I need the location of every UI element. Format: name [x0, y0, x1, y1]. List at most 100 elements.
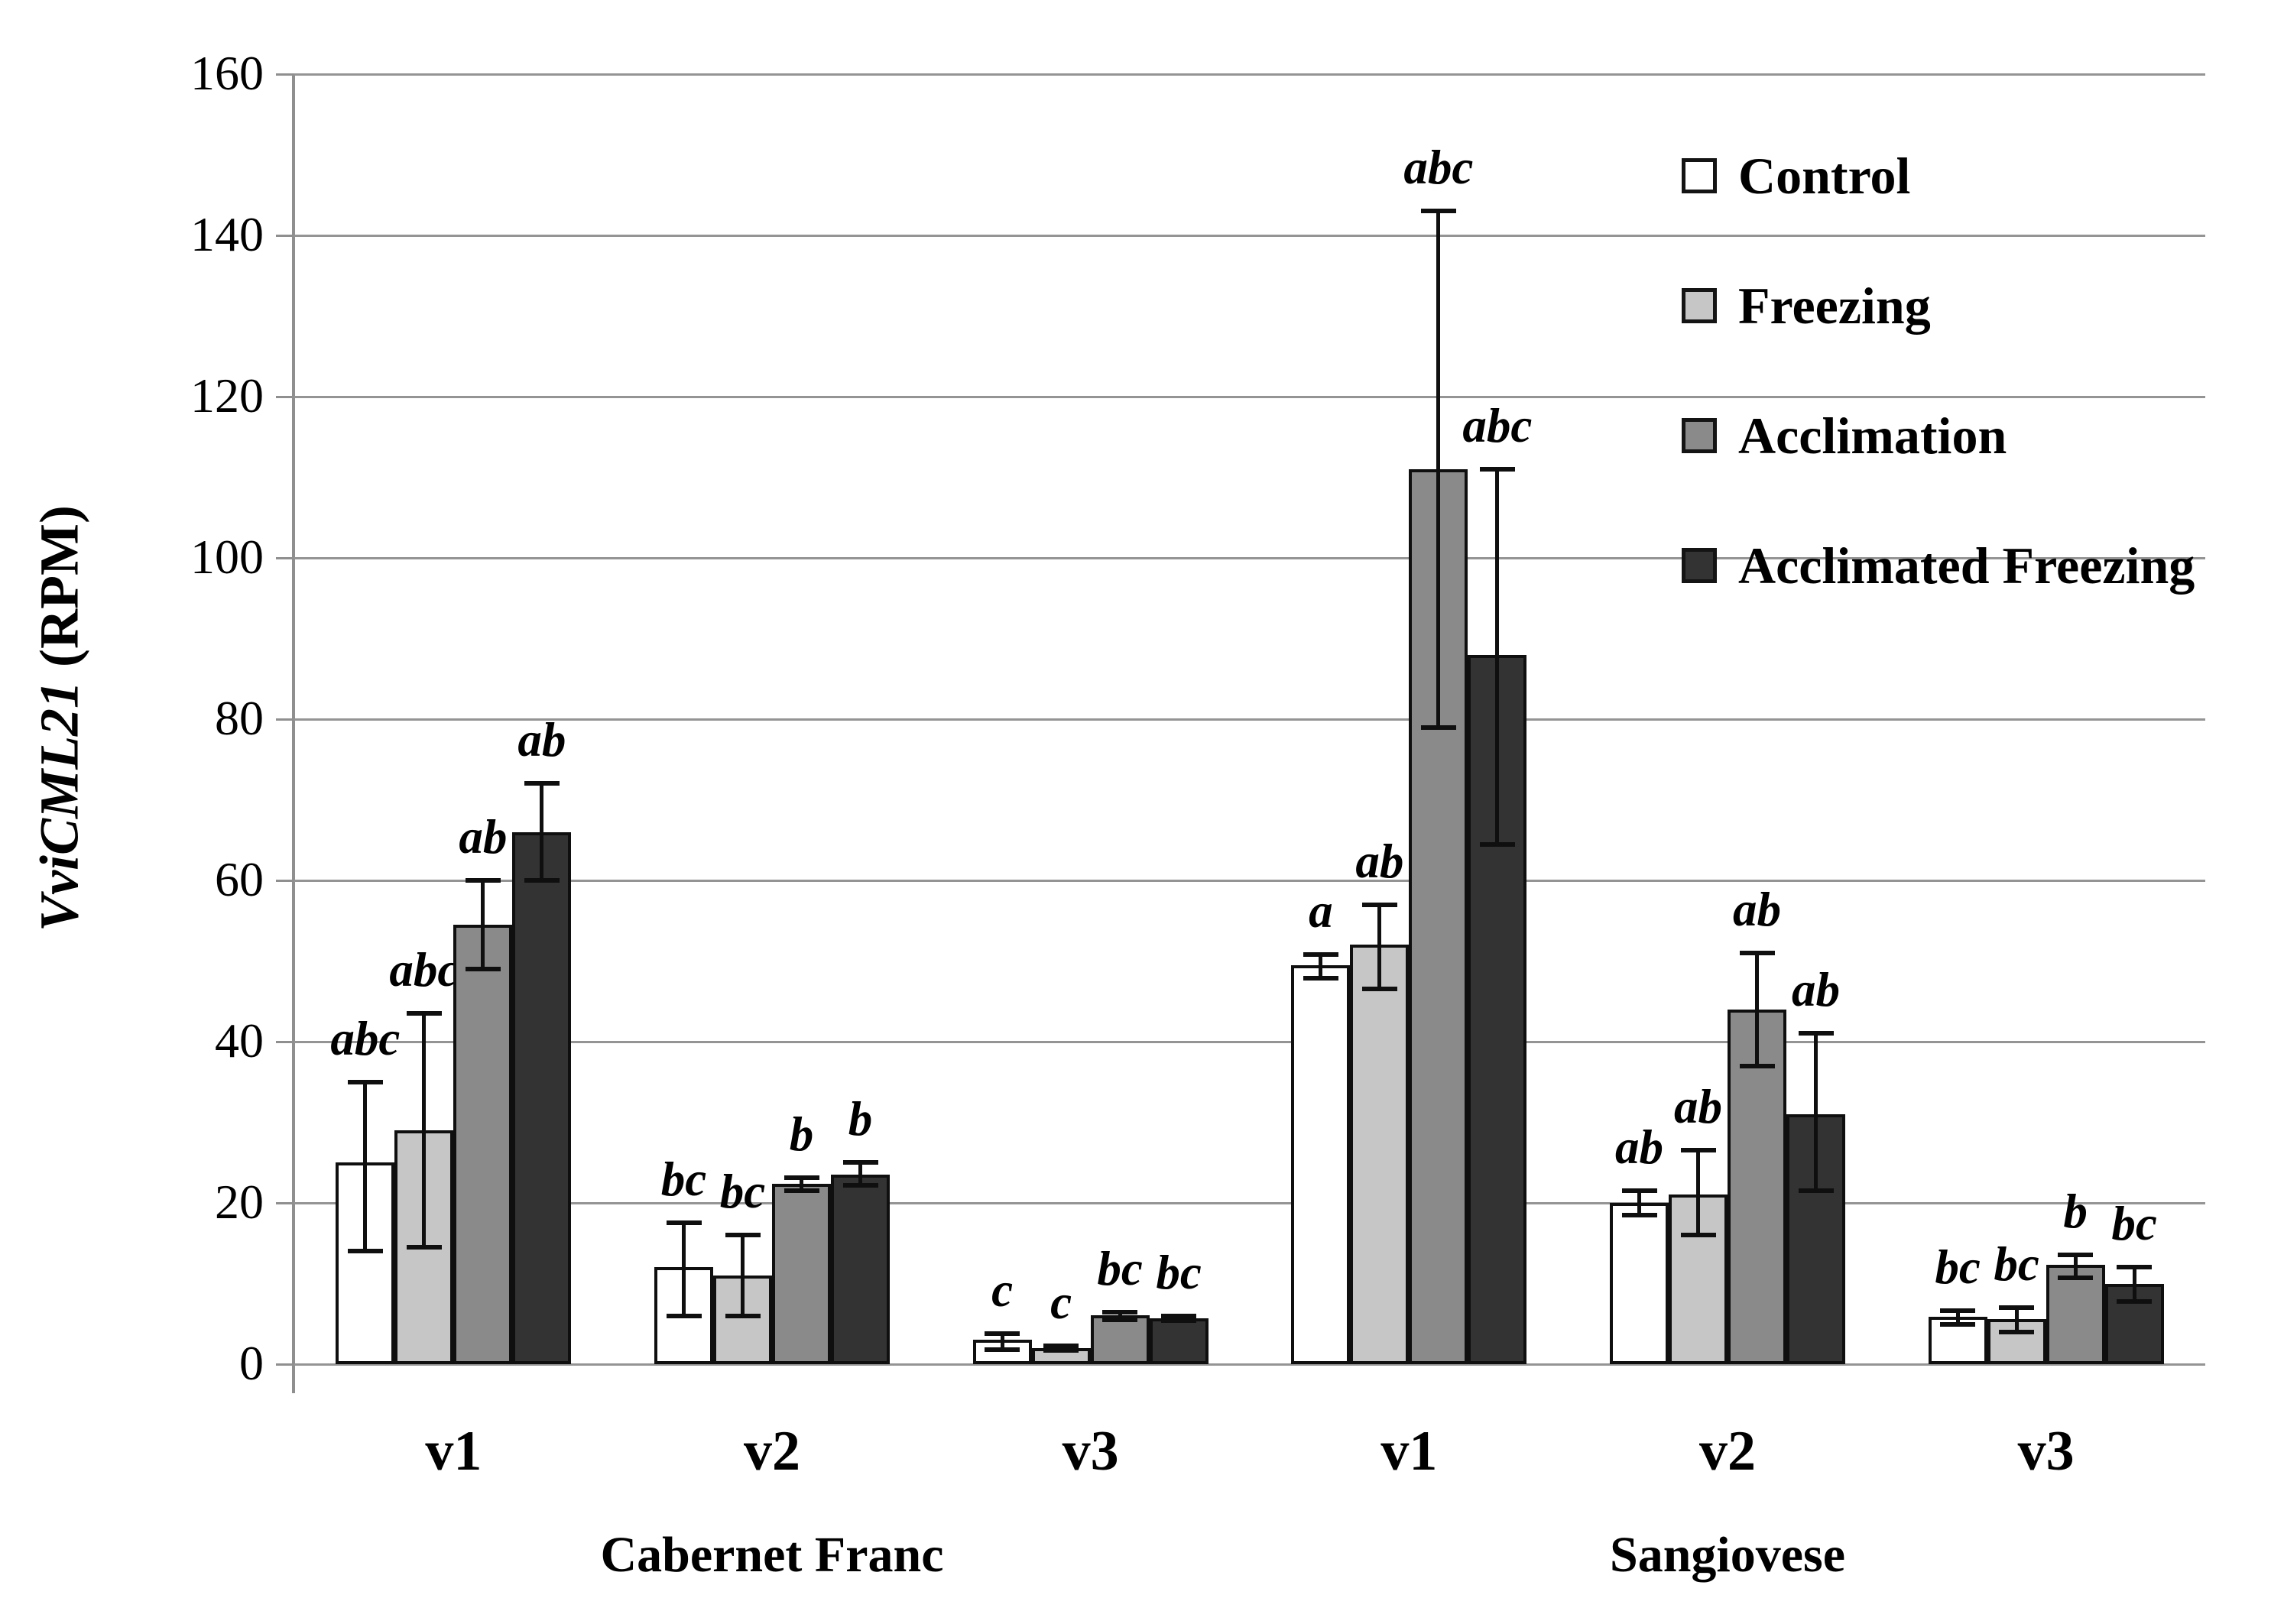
vine-label-sangiovese-v2: v2 — [1699, 1420, 1756, 1483]
error-bar-line — [540, 783, 544, 880]
error-bar-line — [1000, 1333, 1004, 1350]
y-axis-line — [292, 74, 295, 1393]
error-bar-cap-top — [1999, 1305, 2035, 1311]
gridline-120 — [294, 395, 2205, 398]
error-bar-line — [1495, 468, 1500, 844]
legend-item-control: Control — [1682, 150, 1910, 202]
bar-sangiovese-v1-control — [1291, 964, 1351, 1364]
significance-letter: bc — [1097, 1242, 1143, 1296]
vine-label-cabernet-franc-v3: v3 — [1062, 1420, 1119, 1483]
error-bar-cap-bottom — [1361, 987, 1397, 992]
error-bar-cap-top — [1361, 902, 1397, 907]
legend-item-acclimation: Acclimation — [1682, 410, 2007, 462]
vine-label-sangiovese-v3: v3 — [2017, 1420, 2075, 1483]
significance-letter: ab — [1674, 1080, 1722, 1134]
error-bar-cap-top — [1043, 1343, 1079, 1348]
error-bar-cap-top — [524, 781, 560, 786]
gridline-80 — [294, 718, 2205, 721]
error-bar-cap-bottom — [1479, 841, 1515, 847]
significance-letter: bc — [1156, 1245, 1202, 1299]
error-bar-line — [1059, 1345, 1063, 1351]
error-bar-cap-top — [2117, 1265, 2153, 1270]
legend-swatch-acclimated-freezing — [1682, 548, 1717, 583]
error-bar-line — [422, 1013, 427, 1247]
error-bar-cap-bottom — [465, 967, 501, 972]
significance-letter: b — [2063, 1184, 2088, 1238]
bar-sangiovese-v3-acclimation — [2046, 1265, 2105, 1364]
error-bar-line — [363, 1081, 368, 1252]
error-bar-cap-bottom — [524, 878, 560, 883]
y-tick-label-140: 140 — [190, 207, 264, 261]
error-bar-cap-top — [465, 878, 501, 883]
vine-label-cabernet-franc-v2: v2 — [744, 1420, 800, 1483]
y-tick-label-120: 120 — [190, 368, 264, 423]
error-bar-cap-top — [842, 1160, 878, 1165]
error-bar-line — [1955, 1311, 1960, 1325]
bar-cabernet-franc-v2-acclimated-freezing — [831, 1175, 890, 1364]
y-tick-mark-0 — [276, 1363, 294, 1366]
significance-letter: ab — [1615, 1120, 1663, 1175]
error-bar-cap-bottom — [784, 1188, 819, 1194]
error-bar-cap-bottom — [985, 1347, 1020, 1352]
significance-letter: b — [848, 1092, 873, 1146]
significance-letter: b — [789, 1107, 814, 1162]
error-bar-cap-top — [1680, 1148, 1716, 1153]
error-bar-cap-bottom — [347, 1249, 383, 1254]
y-tick-label-80: 80 — [215, 691, 264, 745]
error-bar-cap-bottom — [725, 1313, 761, 1318]
error-bar-cap-bottom — [406, 1245, 442, 1250]
error-bar-line — [2014, 1308, 2019, 1332]
error-bar-cap-top — [347, 1079, 383, 1084]
legend-swatch-control — [1682, 158, 1717, 193]
error-bar-cap-bottom — [1739, 1063, 1775, 1068]
significance-letter: bc — [660, 1152, 707, 1207]
error-bar-cap-top — [1303, 952, 1338, 958]
legend-item-acclimated-freezing: Acclimated Freezing — [1682, 540, 2195, 592]
bar-cabernet-franc-v1-acclimation — [453, 925, 513, 1364]
error-bar-cap-bottom — [1999, 1329, 2035, 1334]
error-bar-line — [800, 1178, 803, 1191]
error-bar-cap-top — [1102, 1310, 1138, 1315]
bar-sangiovese-v2-freezing — [1669, 1194, 1728, 1364]
bar-sangiovese-v1-acclimation — [1409, 468, 1468, 1364]
error-bar-line — [682, 1223, 686, 1316]
y-tick-label-60: 60 — [215, 852, 264, 906]
significance-letter: ab — [1355, 834, 1404, 888]
error-bar-cap-bottom — [842, 1182, 878, 1188]
y-tick-mark-120 — [276, 395, 294, 398]
variety-label-sangiovese: Sangiovese — [1609, 1527, 1846, 1583]
error-bar-line — [2132, 1267, 2136, 1301]
error-bar-line — [1637, 1191, 1641, 1215]
significance-letter: abc — [1403, 141, 1474, 195]
error-bar-cap-bottom — [1621, 1212, 1657, 1217]
significance-letter: bc — [719, 1165, 766, 1219]
legend-swatch-freezing — [1682, 288, 1717, 323]
error-bar-cap-top — [1940, 1308, 1976, 1314]
significance-letter: bc — [1994, 1237, 2039, 1292]
bar-cabernet-franc-v3-acclimation — [1090, 1314, 1150, 1364]
significance-letter: ab — [517, 713, 566, 767]
error-bar-line — [858, 1162, 862, 1185]
error-bar-cap-top — [784, 1175, 819, 1181]
gridline-40 — [294, 1040, 2205, 1043]
legend-swatch-acclimation — [1682, 418, 1717, 453]
error-bar-cap-bottom — [1798, 1188, 1834, 1194]
gridline-140 — [294, 234, 2205, 237]
error-bar-cap-top — [406, 1011, 442, 1016]
vine-label-sangiovese-v1: v1 — [1380, 1420, 1438, 1483]
error-bar-cap-top — [1420, 209, 1456, 214]
y-tick-mark-60 — [276, 879, 294, 882]
significance-letter: abc — [330, 1011, 401, 1065]
y-tick-mark-20 — [276, 1201, 294, 1204]
error-bar-cap-bottom — [1420, 724, 1456, 730]
gridline-160 — [294, 73, 2205, 76]
error-bar-line — [481, 880, 485, 970]
gridline-0 — [294, 1363, 2205, 1366]
y-tick-mark-100 — [276, 556, 294, 559]
bar-cabernet-franc-v1-acclimated-freezing — [512, 831, 572, 1364]
error-bar-line — [741, 1235, 745, 1316]
y-tick-label-0: 0 — [239, 1336, 264, 1390]
error-bar-cap-top — [1798, 1031, 1834, 1036]
error-bar-line — [1176, 1315, 1181, 1321]
